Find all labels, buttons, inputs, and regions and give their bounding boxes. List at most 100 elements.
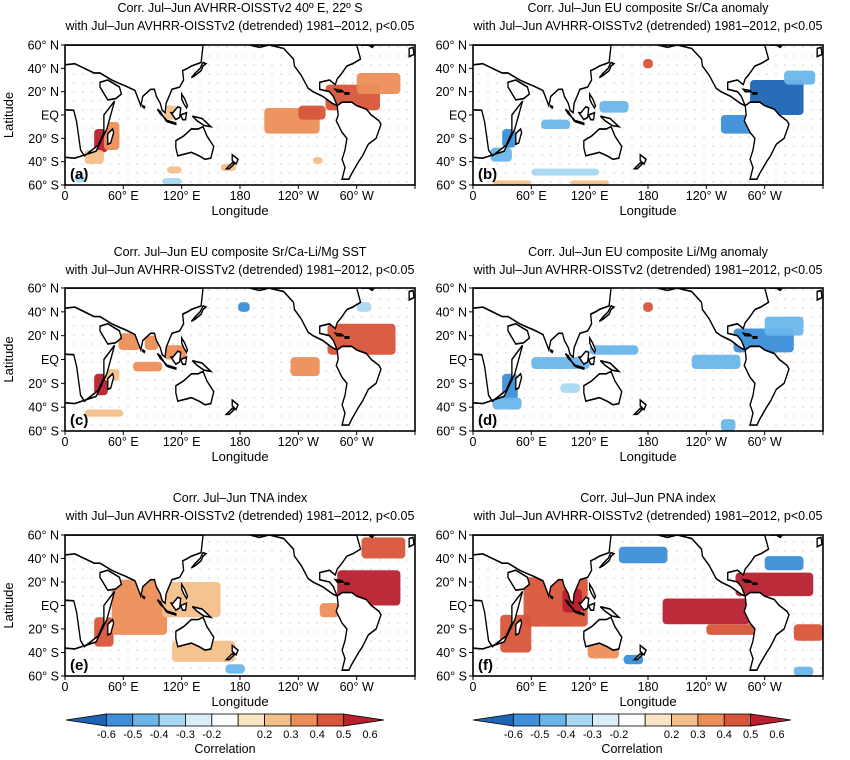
y-tick-label: 40° S (436, 155, 467, 169)
x-tick-label: 120° W (686, 680, 727, 694)
colorbar-tick-label: -0.5 (530, 729, 549, 741)
colorbar-2: -0.6 -0.5 -0.4 -0.3 -0.2 0.2 0.3 0.4 0.5 0.6 Corre… (472, 713, 792, 756)
x-tick-label: 60° E (516, 680, 547, 694)
correlation-region (162, 178, 182, 185)
correlation-region (541, 119, 571, 129)
x-tick-label: 120° E (571, 189, 609, 203)
y-tick-label: 20° N (436, 329, 467, 343)
colorbar-segment (618, 713, 646, 727)
panel-title-line: with Jul–Jun AVHRR-OISSTv2 (detrended) 1… (473, 19, 823, 33)
correlation-region (84, 409, 124, 417)
colorbar-label: Correlation (601, 742, 662, 756)
correlation-region (531, 168, 600, 176)
correlation-region (764, 316, 804, 336)
panel-label: (c) (70, 412, 88, 429)
y-tick-label: 20° N (28, 85, 59, 99)
correlation-region (599, 101, 629, 113)
y-axis-label: Latitude (1, 582, 16, 628)
y-tick-label: EQ (41, 353, 59, 367)
colorbar-tick-label: -0.3 (176, 729, 195, 741)
x-tick-label: 60° E (516, 189, 547, 203)
colorbar-tick-label: 0.5 (743, 729, 758, 741)
correlation-region (691, 354, 741, 370)
correlation-region (356, 73, 401, 94)
x-tick-label: 60° W (748, 189, 782, 203)
x-tick-label: 0 (62, 680, 69, 694)
colorbar-segment (343, 713, 385, 727)
y-axis-label: Latitude (1, 336, 16, 382)
x-tick-label: 60° W (340, 680, 374, 694)
y-tick-label: 60° N (28, 282, 59, 296)
correlation-region (643, 59, 653, 69)
x-tick-label: 120° W (278, 680, 319, 694)
x-tick-label: 120° W (278, 435, 319, 449)
x-tick-label: 60° W (340, 189, 374, 203)
correlation-region (144, 335, 159, 350)
colorbar-segment (264, 713, 292, 727)
colorbar-segment (132, 713, 160, 727)
y-tick-label: 60° N (28, 529, 59, 543)
correlation-region (706, 624, 765, 635)
colorbar-tick-label: 0.6 (362, 729, 377, 741)
colorbar-segment (644, 713, 672, 727)
colorbar-segment (697, 713, 725, 727)
x-tick-label: 0 (470, 189, 477, 203)
x-tick-label: 120° E (571, 680, 609, 694)
panel-title-line: with Jul–Jun AVHRR-OISSTv2 (detrended) 1… (65, 509, 415, 523)
colorbar-segment (592, 713, 620, 727)
correlation-region (171, 640, 236, 662)
colorbar-segment (290, 713, 318, 727)
colorbar-tick-label: 0.2 (664, 729, 679, 741)
colorbar-segment (211, 713, 239, 727)
panel-label: (d) (478, 412, 497, 429)
map-panel-e: Corr. Jul–Jun TNA index with Jul–Jun AVHR… (1, 491, 416, 709)
y-tick-label: 60° N (436, 39, 467, 53)
y-tick-label: 20° S (436, 377, 467, 391)
map-area (473, 535, 823, 676)
y-tick-label: 40° N (28, 552, 59, 566)
correlation-region (319, 603, 340, 618)
x-tick-label: 0 (62, 189, 69, 203)
panel-title-line: Corr. Jul–Jun EU composite Li/Mg anomaly (528, 245, 768, 259)
y-tick-label: EQ (449, 353, 467, 367)
x-tick-label: 120° E (163, 435, 201, 449)
x-axis-label: Longitude (211, 694, 268, 709)
correlation-region (589, 345, 639, 355)
colorbar-segment (565, 713, 593, 727)
y-tick-label: 20° S (436, 623, 467, 637)
correlation-region (356, 302, 372, 312)
colorbar-tick-label: 0.5 (336, 729, 351, 741)
y-tick-label: 60° N (436, 529, 467, 543)
x-tick-label: 60° W (340, 435, 374, 449)
y-tick-label: EQ (41, 599, 59, 613)
colorbar-segment (105, 713, 134, 727)
panel-title-line: Corr. Jul–Jun EU composite Sr/Ca anomaly (527, 1, 769, 15)
y-tick-label: 40° S (436, 646, 467, 660)
colorbar-tick-label: -0.6 (504, 729, 523, 741)
panel-title-line: with Jul–Jun AVHRR-OISSTv2 (detrended) 1… (65, 263, 415, 277)
y-tick-label: 40° S (436, 401, 467, 415)
colorbar-tick-label: 0.3 (690, 729, 705, 741)
correlation-region (312, 157, 323, 164)
colorbar-segment (723, 713, 752, 727)
correlation-region (361, 537, 406, 559)
y-axis-label: Latitude (1, 92, 16, 138)
x-tick-label: 60° E (108, 435, 139, 449)
correlation-region (74, 173, 85, 183)
x-tick-label: 0 (470, 680, 477, 694)
x-tick-label: 120° E (571, 435, 609, 449)
colorbar-tick-label: -0.2 (609, 729, 628, 741)
y-tick-label: EQ (449, 599, 467, 613)
correlation-region (492, 180, 532, 185)
y-tick-label: 40° N (28, 62, 59, 76)
colorbar-tick-label: 0.4 (717, 729, 732, 741)
correlation-region (560, 383, 580, 393)
colorbar-tick-label: -0.4 (150, 729, 169, 741)
correlation-region (167, 166, 182, 174)
x-axis-label: Longitude (211, 449, 268, 464)
x-tick-label: 180 (638, 680, 659, 694)
y-tick-label: 60° S (436, 179, 467, 193)
panel-title-line: Corr. Jul–Jun TNA index (173, 491, 308, 505)
correlation-region (490, 147, 512, 162)
x-tick-label: 120° W (278, 189, 319, 203)
